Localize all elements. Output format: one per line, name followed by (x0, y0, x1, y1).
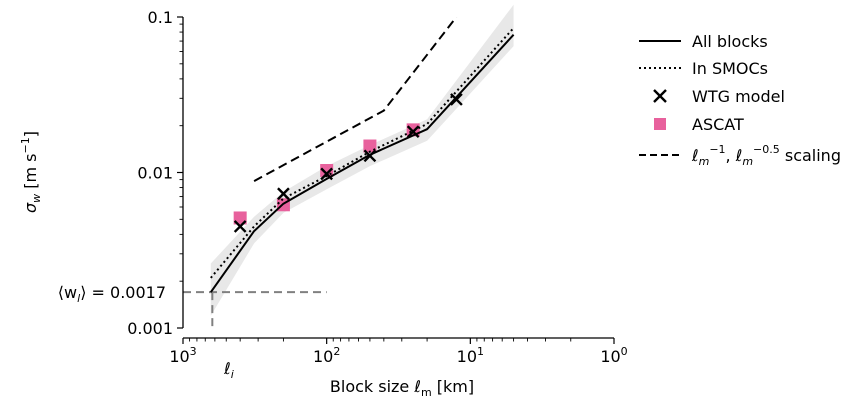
wtg-marker-stroke (406, 125, 420, 139)
legend-label-all-blocks: All blocks (692, 32, 768, 51)
wtg-model-point (320, 167, 334, 181)
y-axis-label: σw [m s−1] (19, 131, 43, 213)
x-tick-label: 103 (169, 345, 196, 366)
legend-swatch-ascat (654, 118, 666, 130)
legend-label-scaling: ℓm−1, ℓm−0.5 scaling (691, 143, 841, 168)
x-tick-label: 101 (457, 345, 484, 366)
ascat-point (233, 211, 247, 225)
wtg-model-point (277, 187, 290, 201)
wtg-model-point (233, 220, 247, 233)
x-tick-label: 102 (313, 345, 340, 366)
x-tick-label: 100 (600, 345, 627, 366)
series-line-all-blocks (209, 34, 515, 293)
reference-lines-layer (183, 291, 327, 330)
series-line-in-smocs (210, 27, 515, 279)
wtg-marker-stroke (277, 187, 290, 201)
legend: All blocks In SMOCs WTG model ASCAT ℓm−1… (639, 32, 841, 168)
legend-label-in-smocs: In SMOCs (692, 59, 768, 78)
series-layer (209, 17, 515, 293)
wtg-model-point (363, 149, 377, 163)
mean-w-annotation: ⟨wl⟩ = 0.0017 (58, 283, 166, 305)
legend-label-ascat: ASCAT (692, 115, 744, 134)
scaling-reference-line (253, 17, 458, 182)
y-tick-label: 0.001 (127, 319, 173, 338)
y-tick-label: 0.1 (148, 8, 173, 27)
legend-swatch-wtg-model (653, 89, 667, 103)
wtg-model-point (450, 93, 463, 106)
y-tick-label: 0.01 (137, 164, 173, 183)
marker-layer (233, 93, 463, 233)
l-i-annotation: ℓi (223, 359, 234, 381)
axes-layer: 0.1 0.01 0.001 103 102 101 100 (127, 8, 627, 366)
x-axis-label: Block size ℓm [km] (330, 377, 474, 399)
wtg-marker-stroke (320, 167, 334, 181)
wtg-marker-stroke (233, 220, 247, 233)
legend-label-wtg-model: WTG model (692, 87, 785, 106)
wtg-marker-stroke (450, 93, 463, 106)
wtg-marker-stroke (363, 149, 377, 163)
wtg-model-point (406, 125, 420, 139)
